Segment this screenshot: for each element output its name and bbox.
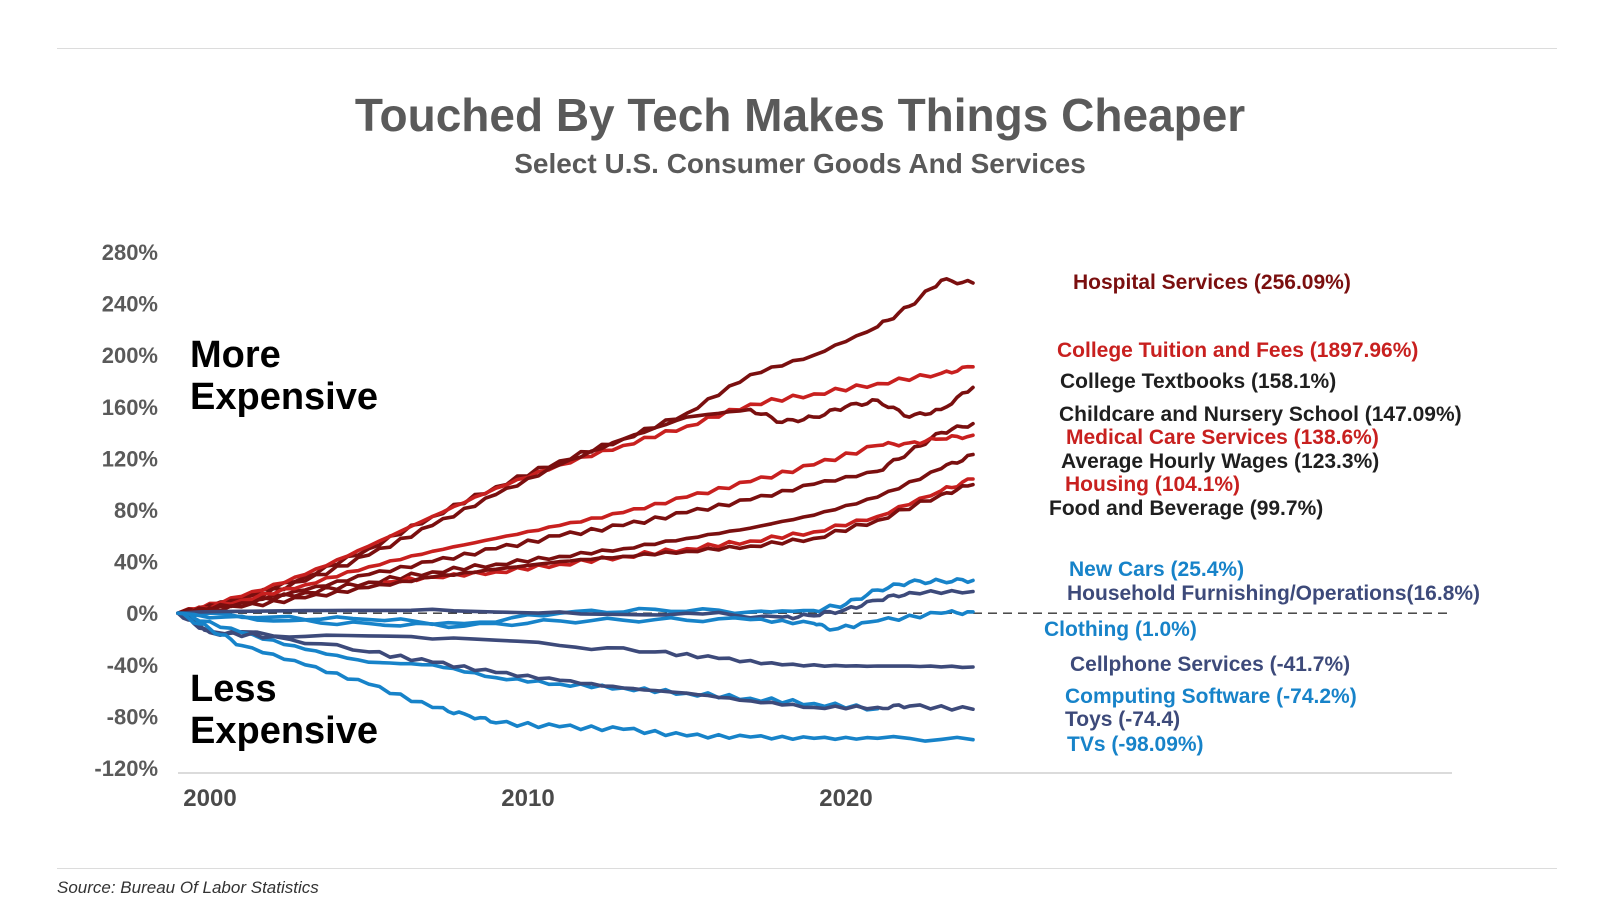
series-line xyxy=(176,588,975,621)
x-tick-label: 2000 xyxy=(183,785,236,812)
y-tick-label: -120% xyxy=(94,756,158,781)
top-rule xyxy=(57,48,1557,49)
series-label: TVs (-98.09%) xyxy=(1067,733,1204,756)
series-label: Clothing (1.0%) xyxy=(1044,618,1197,641)
series-line xyxy=(176,577,975,627)
y-tick-label: 200% xyxy=(102,343,158,368)
series-label: Childcare and Nursery School (147.09%) xyxy=(1059,403,1462,426)
y-tick-label: 0% xyxy=(126,601,158,626)
y-tick-label: -80% xyxy=(107,704,158,729)
less-expensive-line1: Less xyxy=(190,668,277,710)
series-line xyxy=(176,608,975,632)
x-tick-label: 2020 xyxy=(819,785,872,812)
series-line xyxy=(176,364,975,616)
series-label: Toys (-74.4) xyxy=(1065,708,1180,731)
series-labels: Hospital Services (256.09%) College Tuiti… xyxy=(1044,271,1480,756)
more-expensive-line1: More xyxy=(190,334,281,376)
y-tick-label: 40% xyxy=(114,550,158,575)
less-expensive-line2: Expensive xyxy=(190,710,378,752)
series-label: Hospital Services (256.09%) xyxy=(1073,271,1351,294)
series-label: Average Hourly Wages (123.3%) xyxy=(1061,450,1379,473)
y-tick-label: 120% xyxy=(102,446,158,471)
series-label: Household Furnishing/Operations(16.8%) xyxy=(1067,582,1480,605)
series-label: Cellphone Services (-41.7%) xyxy=(1070,653,1350,676)
y-tick-label: 280% xyxy=(102,240,158,265)
series-line xyxy=(176,611,975,743)
bottom-rule xyxy=(57,868,1557,869)
y-tick-label: 80% xyxy=(114,498,158,523)
series-label: Computing Software (-74.2%) xyxy=(1065,685,1357,708)
series-label: New Cars (25.4%) xyxy=(1069,558,1244,581)
chart-title: Touched By Tech Makes Things Cheaper xyxy=(354,89,1246,141)
series-line xyxy=(176,611,975,712)
chart-subtitle: Select U.S. Consumer Goods And Services xyxy=(514,148,1086,179)
series-label: College Tuition and Fees (1897.96%) xyxy=(1057,339,1418,362)
y-tick-label: 160% xyxy=(102,395,158,420)
y-axis: 280% 240% 200% 160% 120% 80% 40% 0% -40% -80% -120… xyxy=(94,240,158,781)
more-expensive-line2: Expensive xyxy=(190,376,378,418)
y-tick-label: 240% xyxy=(102,292,158,317)
series-line xyxy=(176,385,975,616)
y-tick-label: -40% xyxy=(107,653,158,678)
series-label: Housing (104.1%) xyxy=(1065,473,1240,496)
series-label: Medical Care Services (138.6%) xyxy=(1066,426,1379,449)
series-group xyxy=(176,276,975,743)
series-line xyxy=(176,433,975,616)
series-label: College Textbooks (158.1%) xyxy=(1060,370,1336,393)
series-line xyxy=(176,482,975,616)
x-axis: 2000 2010 2020 xyxy=(183,785,872,812)
series-label: Food and Beverage (99.7%) xyxy=(1049,497,1323,520)
x-tick-label: 2010 xyxy=(501,785,554,812)
source-note: Source: Bureau Of Labor Statistics xyxy=(57,878,319,897)
